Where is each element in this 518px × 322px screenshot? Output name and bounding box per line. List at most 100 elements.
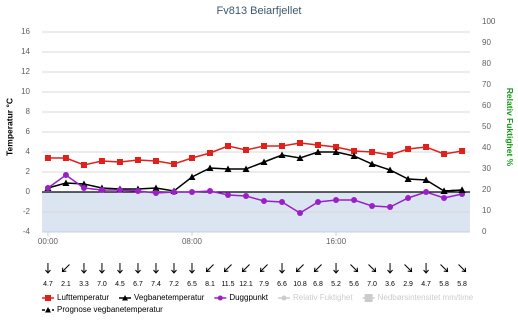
y2-tick-label: 10 bbox=[482, 206, 491, 215]
marker bbox=[152, 158, 159, 164]
x-tick-label: 00:00 bbox=[38, 237, 59, 246]
y2-tick-label: 90 bbox=[482, 38, 491, 47]
marker bbox=[116, 187, 123, 193]
wind-label: 7.4 bbox=[151, 281, 161, 288]
marker bbox=[116, 159, 123, 165]
marker bbox=[459, 148, 466, 154]
legend-label: Lufttemperatur bbox=[57, 293, 109, 302]
legend-symbol bbox=[122, 295, 129, 301]
y-tick-label: 8 bbox=[26, 107, 31, 116]
wind-arrow-shape bbox=[368, 264, 377, 273]
wind-arrow bbox=[61, 264, 70, 273]
marker bbox=[368, 160, 376, 167]
marker bbox=[225, 143, 232, 149]
wind-arrow bbox=[350, 264, 359, 273]
marker bbox=[242, 165, 250, 172]
series-line bbox=[47, 142, 463, 166]
marker bbox=[206, 164, 214, 171]
marker bbox=[350, 152, 358, 159]
marker bbox=[441, 151, 448, 157]
marker bbox=[369, 203, 376, 209]
wind-arrow-shape bbox=[61, 264, 70, 273]
legend-symbol bbox=[45, 307, 51, 313]
y-tick-label: 14 bbox=[21, 47, 30, 56]
marker bbox=[351, 148, 358, 154]
y2-tick-label: 70 bbox=[482, 80, 491, 89]
wind-arrow-shape bbox=[241, 264, 250, 273]
marker bbox=[62, 179, 70, 186]
wind-label: 10.8 bbox=[293, 281, 307, 288]
marker bbox=[188, 155, 195, 161]
wind-label: 3.6 bbox=[385, 281, 395, 288]
marker bbox=[404, 175, 412, 182]
chart-title: Fv813 Beiarfjellet bbox=[217, 5, 302, 17]
marker bbox=[279, 199, 286, 205]
marker bbox=[315, 199, 322, 205]
wind-arrow bbox=[205, 264, 214, 273]
marker bbox=[44, 185, 51, 191]
marker bbox=[296, 154, 304, 161]
marker bbox=[134, 157, 141, 163]
wind-arrow-shape bbox=[205, 264, 214, 273]
marker bbox=[440, 187, 448, 194]
marker bbox=[206, 188, 213, 194]
y2-tick-label: 50 bbox=[482, 122, 491, 131]
wind-arrow bbox=[241, 264, 250, 273]
marker bbox=[170, 161, 177, 167]
marker bbox=[80, 180, 88, 187]
marker bbox=[188, 173, 196, 180]
wind-arrow bbox=[387, 263, 393, 274]
wind-label: 12.1 bbox=[239, 281, 253, 288]
marker bbox=[224, 165, 232, 172]
wind-arrow-shape bbox=[458, 264, 467, 273]
y-tick-label: 0 bbox=[26, 187, 31, 196]
wind-arrow-shape bbox=[313, 264, 322, 273]
marker bbox=[152, 184, 160, 191]
marker bbox=[387, 152, 394, 158]
marker bbox=[332, 148, 340, 155]
legend-symbol bbox=[281, 295, 287, 301]
legend-label: Nedbørsintensitet mm/time bbox=[378, 293, 474, 302]
marker bbox=[386, 166, 394, 173]
wind-label: 7.0 bbox=[367, 281, 377, 288]
marker bbox=[297, 210, 304, 216]
wind-label: 2.9 bbox=[403, 281, 413, 288]
wind-arrow-shape bbox=[99, 263, 105, 274]
wind-label: 2.1 bbox=[61, 281, 71, 288]
wind-arrow-shape bbox=[333, 263, 339, 274]
y-tick-label: 6 bbox=[26, 127, 31, 136]
wind-arrow-shape bbox=[423, 263, 429, 274]
y2-tick-label: 80 bbox=[482, 59, 491, 68]
wind-arrow bbox=[423, 263, 429, 274]
marker bbox=[170, 189, 177, 195]
wind-arrow-shape bbox=[387, 263, 393, 274]
marker bbox=[279, 143, 286, 149]
marker bbox=[62, 172, 69, 178]
marker bbox=[278, 151, 286, 158]
wind-label: 7.2 bbox=[169, 281, 179, 288]
wind-arrow-shape bbox=[259, 264, 268, 273]
marker bbox=[387, 204, 394, 210]
y2-tick-label: 60 bbox=[482, 101, 491, 110]
marker bbox=[206, 150, 213, 156]
wind-arrow bbox=[153, 263, 159, 274]
marker bbox=[315, 142, 322, 148]
legend-label: Relativ Fuktighet bbox=[293, 293, 353, 302]
marker bbox=[405, 146, 412, 152]
y2-tick-label: 40 bbox=[482, 143, 491, 152]
wind-arrow-shape bbox=[117, 263, 123, 274]
marker bbox=[188, 189, 195, 195]
y-tick-label: -2 bbox=[23, 207, 31, 216]
wind-arrow bbox=[223, 264, 232, 273]
wind-label: 6.7 bbox=[133, 281, 143, 288]
y-tick-label: 12 bbox=[21, 67, 30, 76]
wind-label: 5.6 bbox=[349, 281, 359, 288]
y2-tick-label: 20 bbox=[482, 185, 491, 194]
wind-label: 6.5 bbox=[187, 281, 197, 288]
y-tick-label: 4 bbox=[26, 147, 31, 156]
y-tick-label: -4 bbox=[23, 227, 31, 236]
y-tick-label: 2 bbox=[26, 167, 31, 176]
x-tick-label: 08:00 bbox=[182, 237, 203, 246]
wind-arrow bbox=[368, 264, 377, 273]
